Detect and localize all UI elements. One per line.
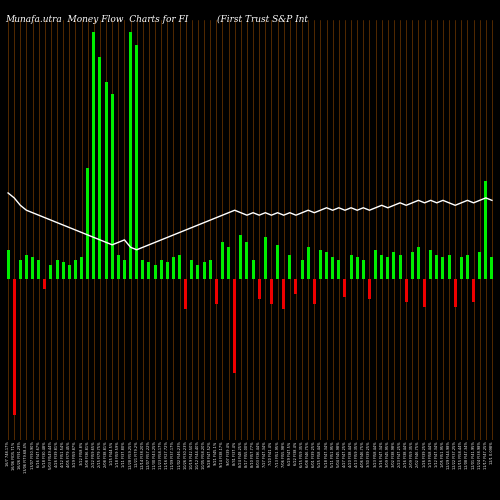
Bar	[417, 248, 420, 280]
Bar	[319, 250, 322, 280]
Bar	[86, 168, 89, 280]
Bar	[19, 260, 22, 280]
Bar	[258, 280, 260, 299]
Bar	[92, 32, 96, 280]
Bar	[202, 262, 205, 280]
Bar	[338, 260, 340, 280]
Bar	[208, 260, 212, 280]
Text: Munafa.utra  Money Flow  Charts for FI          (First Trust S&P Int: Munafa.utra Money Flow Charts for FI (Fi…	[5, 15, 308, 24]
Bar	[44, 280, 46, 289]
Bar	[129, 32, 132, 280]
Bar	[37, 260, 40, 280]
Bar	[98, 57, 102, 280]
Bar	[196, 264, 200, 280]
Bar	[56, 260, 58, 280]
Bar	[110, 94, 114, 280]
Bar	[62, 262, 64, 280]
Bar	[429, 250, 432, 280]
Bar	[221, 242, 224, 280]
Bar	[362, 260, 365, 280]
Bar	[411, 252, 414, 280]
Bar	[246, 242, 248, 280]
Bar	[31, 257, 34, 280]
Bar	[178, 254, 181, 280]
Bar	[344, 280, 346, 296]
Bar	[264, 238, 267, 280]
Bar	[270, 280, 273, 304]
Bar	[282, 280, 285, 309]
Bar	[472, 280, 475, 301]
Bar	[135, 44, 138, 280]
Bar	[80, 257, 83, 280]
Bar	[252, 260, 254, 280]
Bar	[368, 280, 371, 299]
Bar	[25, 254, 28, 280]
Bar	[454, 280, 456, 306]
Bar	[227, 248, 230, 280]
Bar	[74, 260, 77, 280]
Bar	[233, 280, 236, 374]
Bar	[184, 280, 187, 309]
Bar	[148, 262, 150, 280]
Bar	[350, 254, 352, 280]
Bar	[104, 82, 108, 280]
Bar	[276, 245, 279, 280]
Bar	[436, 254, 438, 280]
Bar	[442, 257, 444, 280]
Bar	[50, 264, 52, 280]
Bar	[466, 254, 469, 280]
Bar	[117, 254, 120, 280]
Bar	[386, 257, 390, 280]
Bar	[294, 280, 298, 294]
Bar	[172, 257, 175, 280]
Bar	[68, 264, 71, 280]
Bar	[380, 254, 383, 280]
Bar	[448, 254, 450, 280]
Bar	[460, 257, 463, 280]
Bar	[374, 250, 377, 280]
Bar	[300, 260, 304, 280]
Bar	[154, 264, 156, 280]
Bar	[6, 250, 10, 280]
Bar	[484, 180, 488, 280]
Bar	[166, 262, 169, 280]
Bar	[142, 260, 144, 280]
Bar	[12, 280, 16, 415]
Bar	[288, 254, 292, 280]
Bar	[190, 260, 194, 280]
Bar	[478, 252, 481, 280]
Bar	[123, 260, 126, 280]
Bar	[404, 280, 407, 301]
Bar	[325, 252, 328, 280]
Bar	[356, 257, 358, 280]
Bar	[306, 248, 310, 280]
Bar	[398, 254, 402, 280]
Bar	[313, 280, 316, 304]
Bar	[331, 257, 334, 280]
Bar	[392, 252, 396, 280]
Bar	[215, 280, 218, 304]
Bar	[240, 235, 242, 280]
Bar	[160, 260, 162, 280]
Bar	[490, 257, 494, 280]
Bar	[423, 280, 426, 306]
